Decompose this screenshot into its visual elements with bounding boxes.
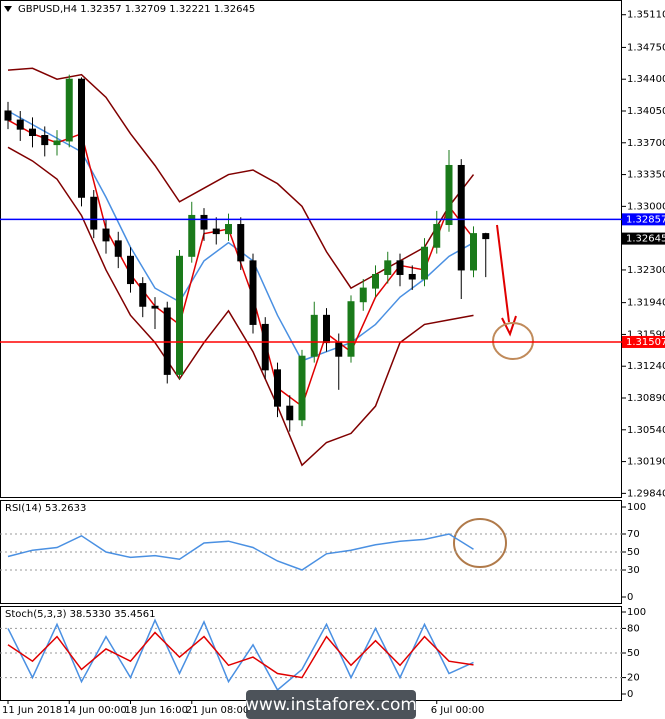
chart-title: GBPUSD,H4 1.32357 1.32709 1.32221 1.3264… bbox=[18, 4, 255, 15]
candle-body bbox=[274, 369, 281, 407]
watermark-box bbox=[246, 690, 416, 719]
main-panel bbox=[0, 0, 622, 498]
y-tick-label: 50 bbox=[627, 547, 640, 558]
candle-body bbox=[335, 342, 343, 357]
x-tick-label: 14 Jun 00:00 bbox=[63, 705, 127, 716]
candle-body bbox=[127, 255, 134, 285]
candle-body bbox=[41, 135, 49, 146]
candle-body bbox=[237, 224, 245, 262]
y-tick-label: 1.32300 bbox=[627, 265, 665, 276]
level-label: 1.32857 bbox=[626, 214, 665, 225]
candle-body bbox=[151, 305, 159, 309]
y-tick-label: 1.30890 bbox=[627, 393, 665, 404]
candle-body bbox=[298, 355, 306, 421]
y-tick-label: 0 bbox=[627, 592, 633, 603]
x-tick-label: 6 Jul 00:00 bbox=[431, 705, 485, 716]
candle-body bbox=[359, 287, 367, 303]
candle-body bbox=[384, 260, 392, 275]
candle-body bbox=[286, 405, 294, 421]
indicator-line bbox=[7, 146, 474, 467]
candle-body bbox=[261, 323, 269, 371]
candle-body bbox=[176, 255, 183, 375]
y-tick-label: 1.29840 bbox=[627, 488, 665, 499]
rsi-title: RSI(14) 53.2633 bbox=[5, 503, 86, 514]
y-tick-label: 1.35110 bbox=[627, 10, 665, 21]
y-tick-label: 1.31240 bbox=[627, 361, 665, 372]
y-tick-label: 1.34050 bbox=[627, 106, 665, 117]
candle-body bbox=[4, 110, 12, 121]
candle-body bbox=[188, 214, 196, 257]
y-tick-label: 1.33350 bbox=[627, 170, 665, 181]
y-tick-label: 70 bbox=[627, 529, 640, 540]
candle-body bbox=[16, 119, 24, 130]
x-tick-label: 21 Jun 08:00 bbox=[186, 705, 250, 716]
y-tick-label: 100 bbox=[627, 607, 646, 618]
forecast-arrow bbox=[496, 224, 510, 323]
indicator-line bbox=[7, 631, 474, 679]
indicator-line bbox=[7, 533, 474, 571]
arrow-head bbox=[501, 315, 517, 337]
candle-body bbox=[347, 301, 355, 357]
candle-body bbox=[78, 78, 85, 198]
y-tick-label: 20 bbox=[627, 673, 640, 684]
x-tick-label: 11 Jun 2018 bbox=[2, 705, 62, 716]
candle-body bbox=[212, 228, 220, 235]
y-tick-label: 1.31940 bbox=[627, 298, 665, 309]
target-circle bbox=[492, 322, 534, 360]
panel-arrow bbox=[4, 6, 12, 12]
indicator-line bbox=[7, 618, 474, 692]
candle-body bbox=[90, 196, 98, 230]
candle-body bbox=[249, 260, 257, 325]
candle-body bbox=[470, 233, 477, 271]
candle-body bbox=[29, 128, 36, 137]
level-label-box bbox=[622, 213, 665, 226]
candle-body bbox=[396, 260, 404, 275]
candle-body bbox=[225, 224, 232, 235]
stoch-title: Stoch(5,3,3) 38.5330 35.4561 bbox=[5, 609, 156, 620]
candle-body bbox=[408, 273, 416, 280]
level-label-box bbox=[622, 335, 665, 348]
level-label: 1.31507 bbox=[626, 337, 665, 348]
y-tick-label: 1.33700 bbox=[627, 138, 665, 149]
rsi-circle bbox=[453, 518, 507, 568]
candle-body bbox=[310, 314, 318, 357]
candle-body bbox=[482, 233, 490, 240]
y-tick-label: 30 bbox=[627, 565, 640, 576]
candle-body bbox=[457, 164, 465, 271]
candle-body bbox=[102, 228, 110, 242]
candle-body bbox=[200, 214, 208, 230]
y-tick-label: 50 bbox=[627, 648, 640, 659]
y-tick-label: 80 bbox=[627, 623, 640, 634]
y-tick-label: 1.33000 bbox=[627, 201, 665, 212]
y-tick-label: 100 bbox=[627, 502, 646, 513]
candle-body bbox=[53, 140, 61, 146]
plot-layer: 1.35110 1.34750 1.34400 1.34050 1.33700 1.333… bbox=[0, 10, 665, 716]
y-tick-label: 1.31590 bbox=[627, 329, 665, 340]
y-tick-label: 1.34400 bbox=[627, 74, 665, 85]
y-tick-label: 1.30540 bbox=[627, 425, 665, 436]
candle-body bbox=[139, 283, 147, 307]
price-label-box bbox=[622, 232, 665, 245]
candle-body bbox=[445, 164, 453, 226]
indicator-line bbox=[7, 67, 475, 290]
y-tick-label: 1.30190 bbox=[627, 457, 665, 468]
y-tick-label: 1.34750 bbox=[627, 42, 665, 53]
x-tick-label: 18 Jun 16:00 bbox=[125, 705, 189, 716]
candle-body bbox=[323, 314, 330, 344]
y-tick-label: 0 bbox=[627, 689, 633, 700]
candle-body bbox=[372, 273, 379, 289]
candle-body bbox=[65, 78, 73, 142]
price-label: 1.32645 bbox=[626, 234, 665, 245]
candle-body bbox=[433, 224, 441, 248]
candle-body bbox=[421, 246, 428, 280]
watermark: www.instaforex.com bbox=[245, 695, 417, 715]
candle-body bbox=[114, 240, 122, 257]
